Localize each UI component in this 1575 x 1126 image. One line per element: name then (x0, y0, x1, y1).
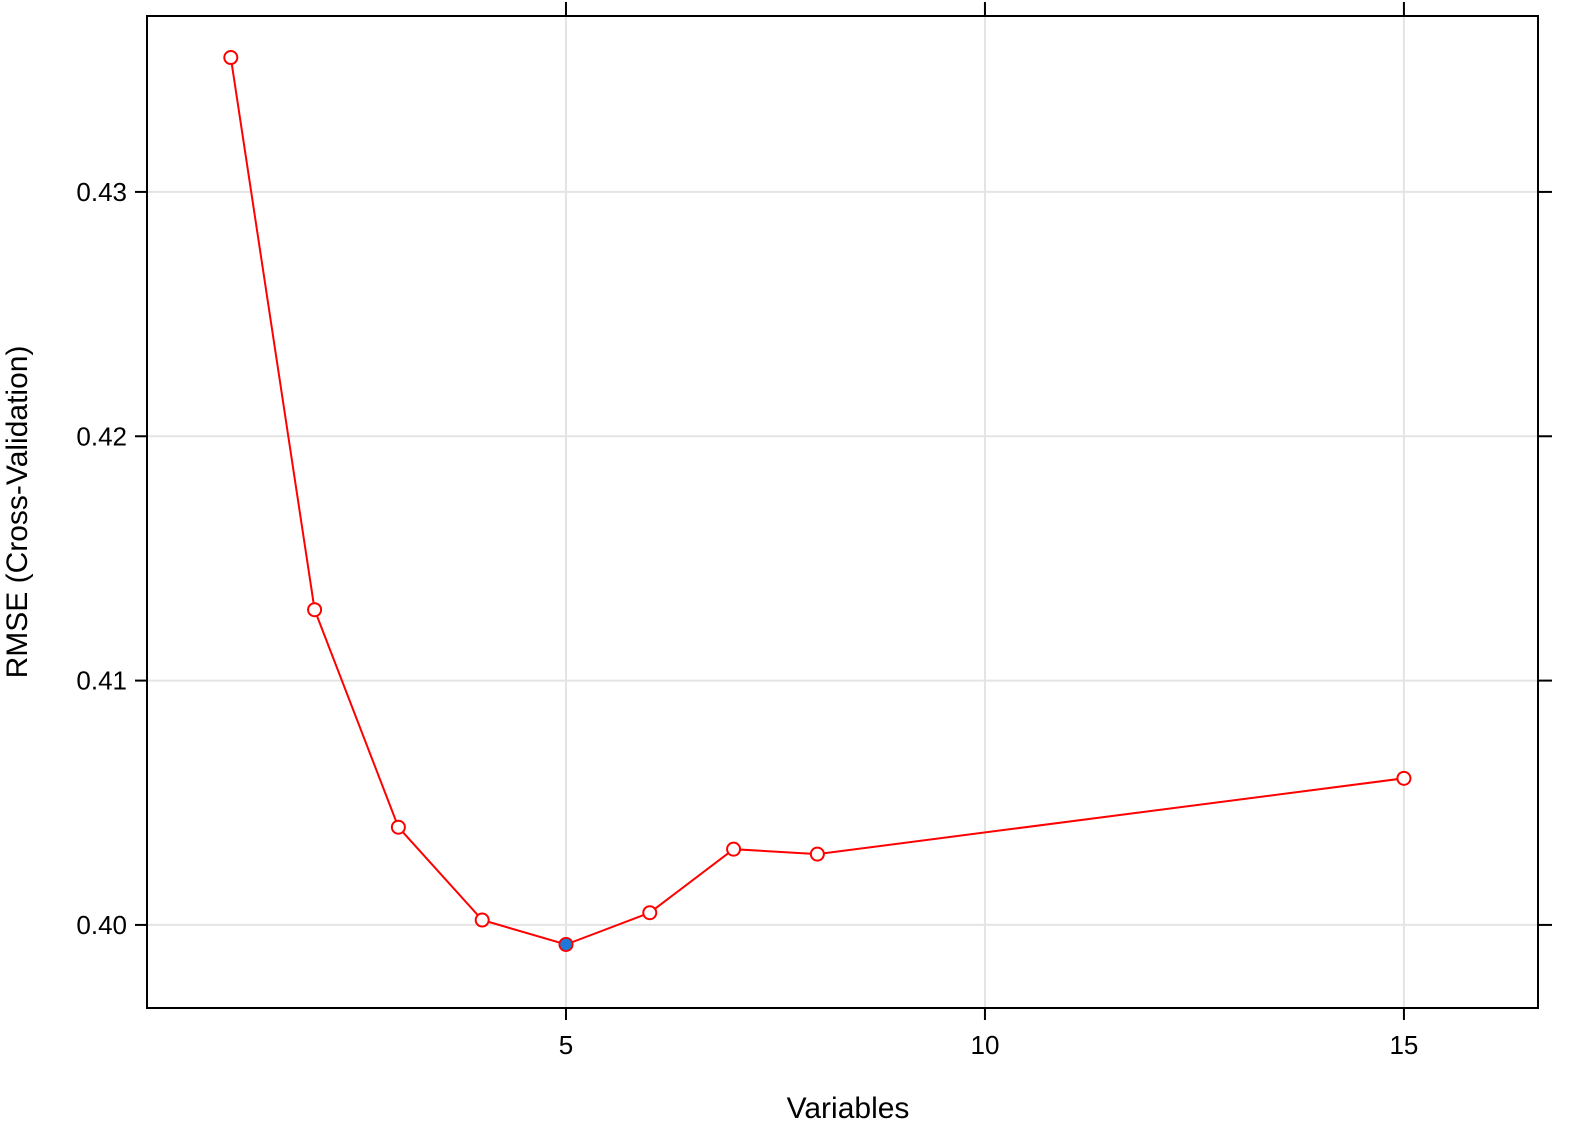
axis-ticks: 5 10 15 0.40 0.41 0.42 0.43 (76, 2, 1552, 1060)
x-axis-label: Variables (787, 1092, 910, 1125)
data-point (307, 602, 323, 618)
y-tick-label: 0.41 (76, 666, 127, 696)
data-point (390, 819, 406, 835)
selected-point (558, 937, 574, 952)
x-tick-label: 10 (970, 1030, 999, 1060)
data-point (726, 841, 742, 857)
y-tick-label: 0.43 (76, 177, 127, 207)
grid-lines (147, 16, 1538, 1008)
series-layer (223, 50, 1412, 952)
data-point (474, 912, 490, 928)
x-tick-label: 5 (559, 1030, 573, 1060)
plot-frame (146, 15, 1539, 1009)
data-point (1396, 770, 1412, 786)
y-axis-label: RMSE (Cross-Validation) (1, 346, 34, 679)
x-tick-label: 15 (1389, 1030, 1418, 1060)
y-tick-label: 0.42 (76, 421, 127, 451)
data-point (642, 905, 658, 921)
data-point (223, 50, 239, 66)
y-tick-label: 0.40 (76, 910, 127, 940)
data-point (809, 846, 825, 862)
series-line (229, 57, 1405, 946)
